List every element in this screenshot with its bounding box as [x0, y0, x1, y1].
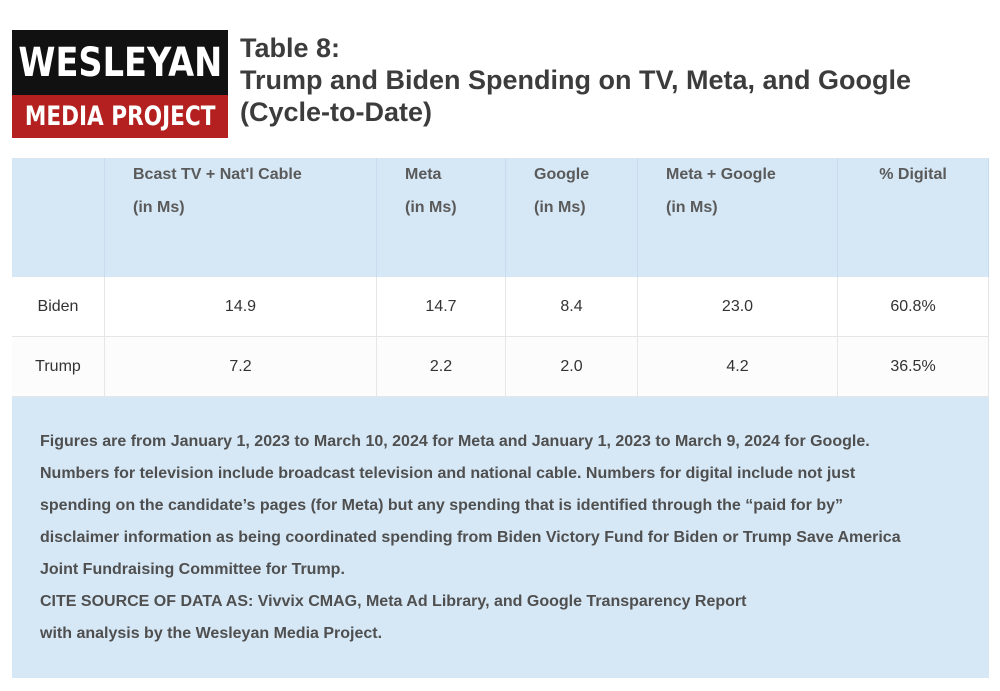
header-google-line1: Google — [534, 166, 590, 183]
logo-bottom-text: MEDIA PROJECT — [24, 101, 216, 132]
trump-meta-value: 2.2 — [377, 337, 506, 397]
trump-meta-google-value: 4.2 — [638, 337, 838, 397]
header-cell-meta-google: Meta + Google (in Ms) — [638, 158, 838, 277]
note-line: Joint Fundraising Committee for Trump. — [40, 561, 345, 578]
note-line: Figures are from January 1, 2023 to Marc… — [40, 433, 870, 450]
logo-bottom-band: MEDIA PROJECT — [12, 95, 228, 138]
header-tv-line1: Bcast TV + Nat'l Cable — [133, 166, 302, 183]
logo-top-band: WESLEYAN — [12, 30, 228, 95]
title-line-1: Table 8: — [240, 33, 341, 63]
header-meta-google-line1: Meta + Google — [666, 166, 776, 183]
row-label-biden: Biden — [12, 277, 105, 337]
source-citation-line: with analysis by the Wesleyan Media Proj… — [40, 625, 383, 642]
page-title: Table 8: Trump and Biden Spending on TV,… — [240, 32, 980, 128]
logo-top-text: WESLEYAN — [18, 39, 222, 86]
title-line-3: (Cycle-to-Date) — [240, 97, 433, 127]
trump-google-value: 2.0 — [506, 337, 638, 397]
note-line: disclaimer information as being coordina… — [40, 529, 901, 546]
header-meta-google-line2: (in Ms) — [666, 199, 718, 216]
header-pct-digital-line1: % Digital — [879, 166, 947, 183]
header-meta-line1: Meta — [405, 166, 442, 183]
header-cell-meta: Meta (in Ms) — [377, 158, 506, 277]
header-google-line2: (in Ms) — [534, 199, 586, 216]
biden-pct-digital-value: 60.8% — [838, 277, 989, 337]
header-tv-line2: (in Ms) — [133, 199, 185, 216]
biden-meta-google-value: 23.0 — [638, 277, 838, 337]
table-notes: Figures are from January 1, 2023 to Marc… — [40, 426, 980, 650]
header-cell-tv: Bcast TV + Nat'l Cable (in Ms) — [105, 158, 377, 277]
note-line: Numbers for television include broadcast… — [40, 465, 856, 482]
biden-tv-value: 14.9 — [105, 277, 377, 337]
note-line: spending on the candidate’s pages (for M… — [40, 497, 843, 514]
biden-meta-value: 14.7 — [377, 277, 506, 337]
header-meta-line2: (in Ms) — [405, 199, 457, 216]
header-cell-google: Google (in Ms) — [506, 158, 638, 277]
row-label-trump: Trump — [12, 337, 105, 397]
header-cell-empty — [12, 158, 105, 277]
spending-table-panel: Bcast TV + Nat'l Cable (in Ms) Meta (in … — [12, 158, 989, 678]
biden-google-value: 8.4 — [506, 277, 638, 337]
trump-pct-digital-value: 36.5% — [838, 337, 989, 397]
header-cell-pct-digital: % Digital — [838, 158, 989, 277]
trump-tv-value: 7.2 — [105, 337, 377, 397]
spending-table: Bcast TV + Nat'l Cable (in Ms) Meta (in … — [12, 158, 989, 397]
source-citation-line: CITE SOURCE OF DATA AS: Vivvix CMAG, Met… — [40, 593, 747, 610]
wesleyan-media-project-logo: WESLEYAN MEDIA PROJECT — [12, 30, 228, 138]
title-line-2: Trump and Biden Spending on TV, Meta, an… — [240, 65, 912, 95]
